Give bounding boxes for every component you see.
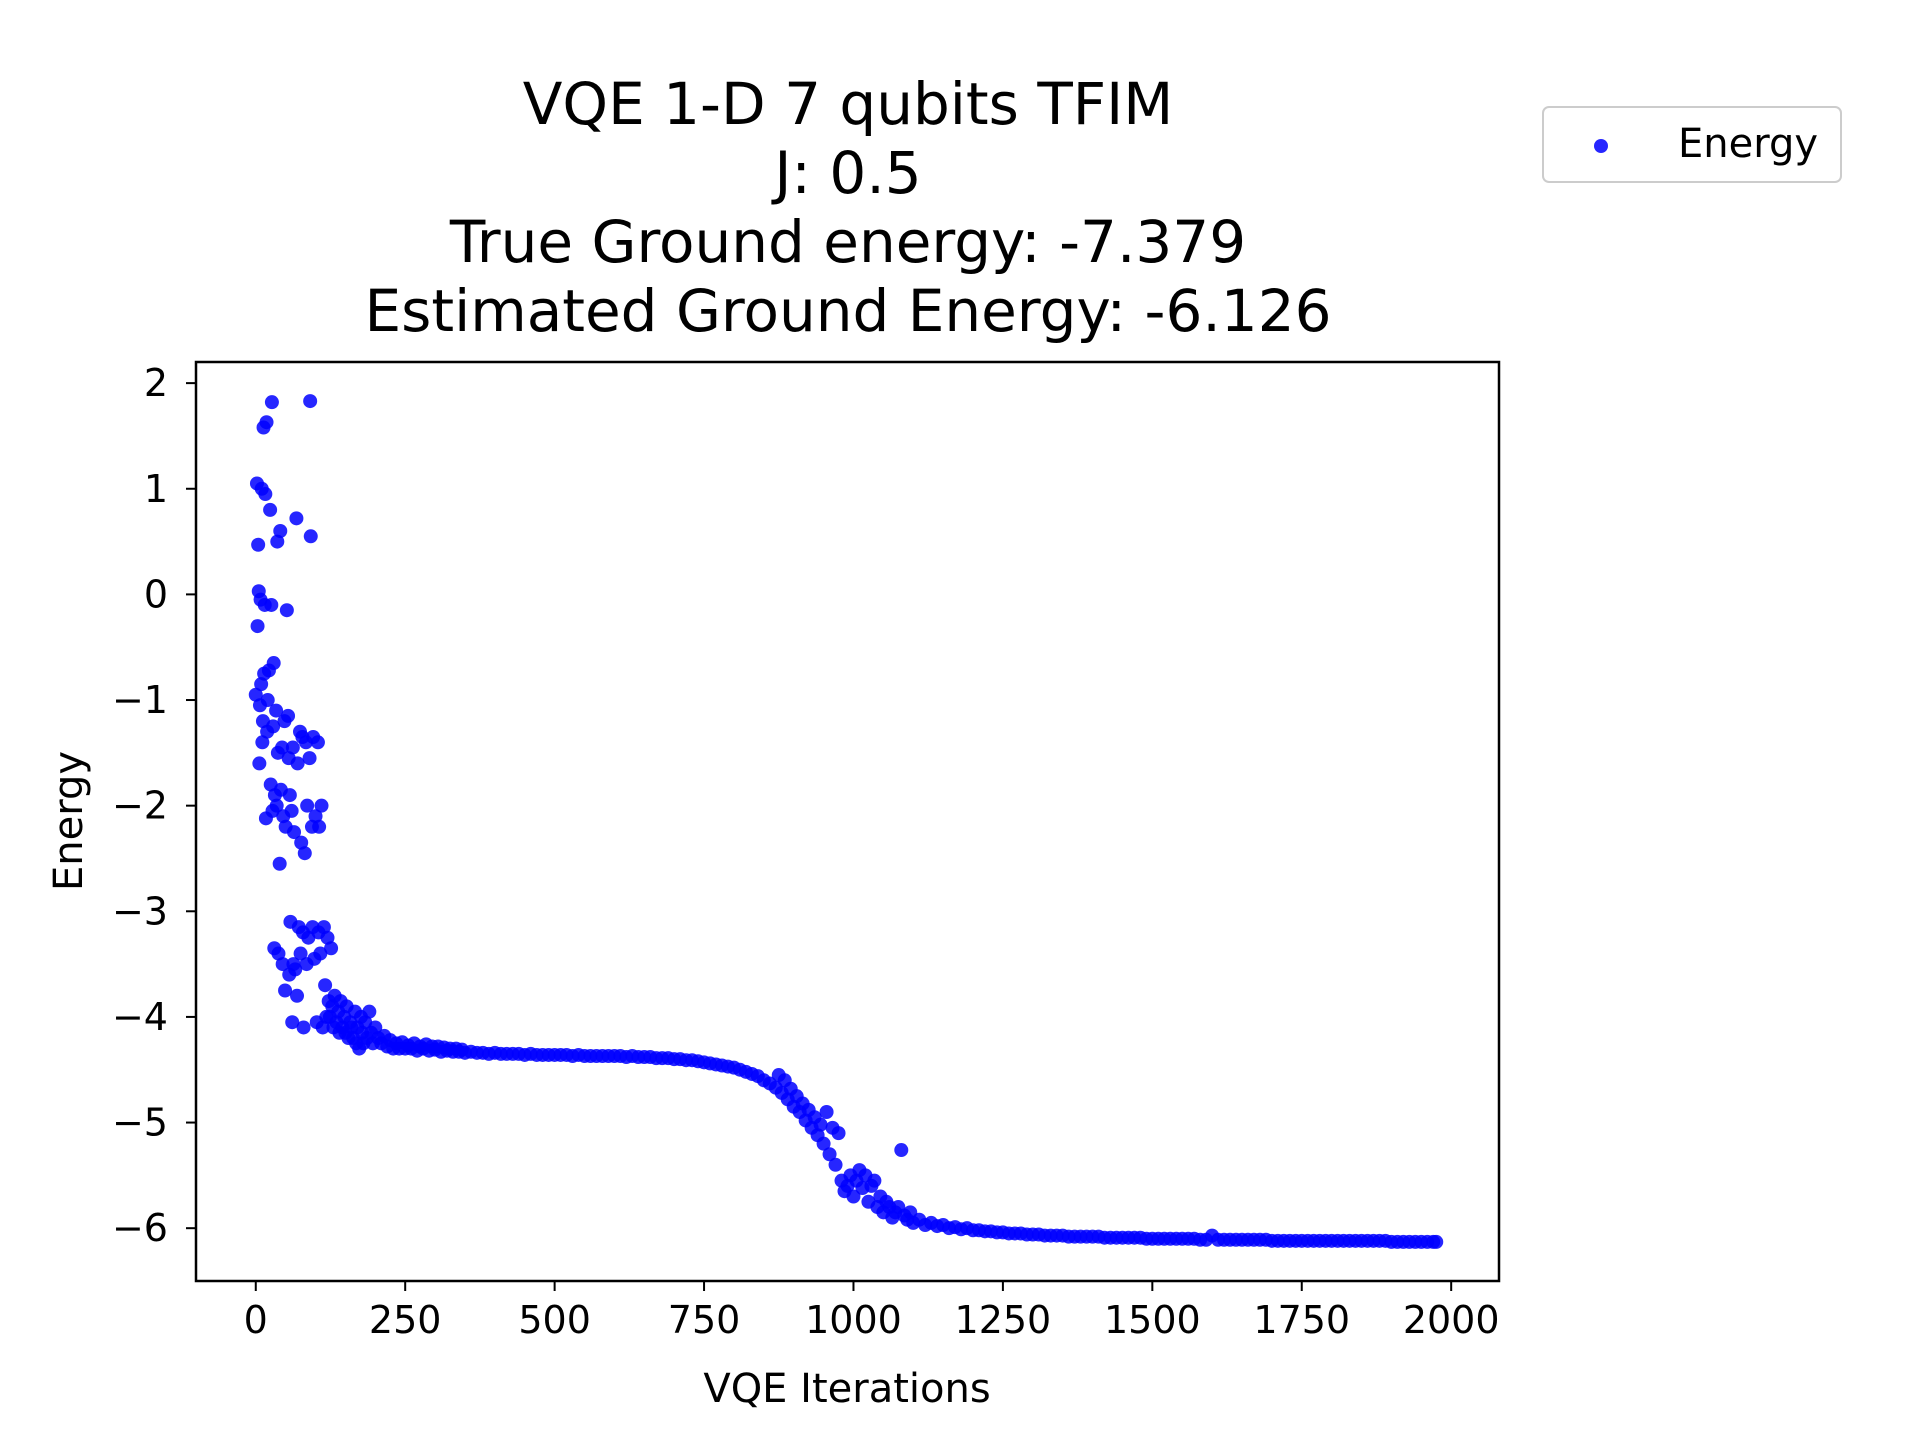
energy-point bbox=[272, 856, 287, 871]
energy-point bbox=[813, 1117, 828, 1132]
energy-point bbox=[275, 740, 290, 755]
y-tick-label: −6 bbox=[112, 1206, 168, 1250]
energy-point bbox=[288, 962, 303, 977]
energy-point bbox=[1429, 1234, 1444, 1249]
x-tick-label: 1000 bbox=[805, 1298, 902, 1342]
energy-point bbox=[270, 534, 285, 549]
energy-point bbox=[315, 1020, 330, 1035]
x-tick-label: 250 bbox=[369, 1298, 442, 1342]
plot-frame bbox=[194, 360, 1501, 1283]
y-tick-label: −5 bbox=[112, 1101, 168, 1145]
energy-point bbox=[264, 395, 279, 410]
energy-point bbox=[316, 920, 331, 935]
energy-point bbox=[289, 511, 304, 526]
energy-point bbox=[275, 957, 290, 972]
x-tick-label: 0 bbox=[244, 1298, 268, 1342]
chart-title: VQE 1-D 7 qubits TFIM J: 0.5 True Ground… bbox=[365, 70, 1332, 345]
title-line-3: True Ground energy: -7.379 bbox=[449, 208, 1246, 276]
energy-point bbox=[250, 619, 265, 634]
energy-point bbox=[312, 819, 327, 834]
energy-point bbox=[260, 693, 275, 708]
x-axis-label: VQE Iterations bbox=[703, 1366, 990, 1412]
x-tick-label: 500 bbox=[518, 1298, 591, 1342]
y-tick-label: 1 bbox=[144, 467, 168, 511]
energy-point bbox=[303, 529, 318, 544]
energy-point bbox=[263, 502, 278, 517]
energy-point bbox=[302, 751, 317, 766]
y-tick-label: −1 bbox=[112, 678, 168, 722]
x-tick-label: 750 bbox=[668, 1298, 741, 1342]
energy-point bbox=[266, 719, 281, 734]
y-tick-label: −3 bbox=[112, 889, 168, 933]
legend-energy-marker bbox=[1594, 139, 1608, 153]
energy-point bbox=[296, 1020, 311, 1035]
energy-point bbox=[314, 798, 329, 813]
energy-point bbox=[271, 946, 286, 961]
x-tick-label: 1750 bbox=[1253, 1298, 1350, 1342]
title-line-2: J: 0.5 bbox=[771, 139, 921, 207]
y-tick-label: −4 bbox=[112, 995, 168, 1039]
energy-point bbox=[254, 677, 269, 692]
energy-point bbox=[258, 487, 273, 502]
energy-point bbox=[324, 941, 339, 956]
energy-point bbox=[287, 825, 302, 840]
energy-point bbox=[269, 703, 284, 718]
energy-point bbox=[255, 735, 270, 750]
energy-point bbox=[313, 946, 328, 961]
energy-point bbox=[303, 394, 318, 409]
energy-point bbox=[368, 1020, 383, 1035]
y-tick-label: 0 bbox=[144, 572, 168, 616]
energy-point bbox=[867, 1173, 882, 1188]
y-axis-label: Energy bbox=[46, 751, 92, 891]
energy-point bbox=[248, 687, 263, 702]
energy-point bbox=[300, 798, 315, 813]
energy-point bbox=[278, 983, 293, 998]
energy-point bbox=[294, 835, 309, 850]
energy-point bbox=[285, 740, 300, 755]
energy-point bbox=[290, 756, 305, 771]
energy-point bbox=[285, 1015, 300, 1030]
y-axis-ticks: 2 1 0 −1 −2 −3 −4 −5 −6 bbox=[112, 361, 196, 1250]
energy-point bbox=[308, 809, 323, 824]
energy-point bbox=[320, 930, 335, 945]
energy-point bbox=[279, 603, 294, 618]
y-tick-label: 2 bbox=[144, 361, 168, 405]
energy-point bbox=[822, 1147, 837, 1162]
energy-point bbox=[273, 524, 288, 539]
energy-point bbox=[281, 708, 296, 723]
x-tick-label: 2000 bbox=[1403, 1298, 1500, 1342]
energy-point bbox=[293, 946, 308, 961]
energy-point bbox=[259, 415, 274, 430]
y-tick-label: −2 bbox=[112, 784, 168, 828]
energy-point bbox=[894, 1143, 909, 1158]
title-line-4: Estimated Ground Energy: -6.126 bbox=[365, 277, 1332, 345]
scatter-points bbox=[248, 394, 1444, 1249]
x-tick-label: 1250 bbox=[955, 1298, 1052, 1342]
energy-point bbox=[831, 1126, 846, 1141]
energy-point bbox=[828, 1157, 843, 1172]
energy-point bbox=[310, 735, 325, 750]
energy-point bbox=[251, 537, 266, 552]
energy-point bbox=[264, 597, 279, 612]
title-line-1: VQE 1-D 7 qubits TFIM bbox=[523, 70, 1174, 138]
energy-point bbox=[816, 1136, 831, 1151]
energy-point bbox=[846, 1189, 861, 1204]
energy-point bbox=[290, 988, 305, 1003]
energy-point bbox=[269, 798, 284, 813]
energy-point bbox=[318, 978, 333, 993]
energy-point bbox=[819, 1104, 834, 1119]
legend: Energy bbox=[1542, 106, 1842, 183]
legend-box bbox=[1542, 106, 1842, 183]
energy-point bbox=[284, 803, 299, 818]
energy-point bbox=[282, 788, 297, 803]
energy-point bbox=[266, 656, 281, 671]
legend-energy-label: Energy bbox=[1678, 121, 1818, 167]
energy-point bbox=[362, 1004, 377, 1019]
x-tick-label: 1500 bbox=[1104, 1298, 1201, 1342]
energy-point bbox=[297, 846, 312, 861]
x-axis-ticks: 0 250 500 750 1000 1250 1500 1750 2000 bbox=[244, 1281, 1500, 1342]
energy-point bbox=[252, 756, 267, 771]
